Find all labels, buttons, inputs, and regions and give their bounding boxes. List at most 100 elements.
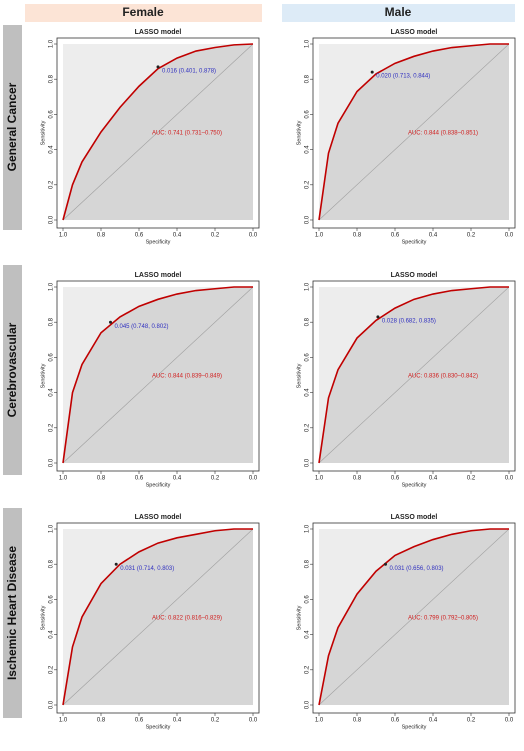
reference-diagonal: [62, 43, 254, 221]
y-tick-label: 0.0: [305, 458, 311, 467]
x-tick-label: 0.8: [353, 718, 362, 724]
y-tick-label: 1.0: [305, 524, 311, 533]
plot-frame: [312, 37, 516, 229]
y-axis-label: Sensitivity: [296, 605, 302, 630]
chart-title: LASSO model: [391, 272, 438, 279]
x-tick-label: 0.2: [211, 233, 220, 239]
row-header-box: [3, 25, 22, 230]
x-tick-label: 0.4: [429, 476, 438, 482]
x-tick-label: 0.6: [135, 476, 144, 482]
y-tick-label: 0.8: [305, 74, 311, 83]
y-tick-label: 0.0: [305, 215, 311, 224]
roc-curve: [318, 286, 509, 464]
x-tick-label: 0.2: [211, 476, 220, 482]
y-tick-label: 0.6: [49, 110, 55, 119]
threshold-label: 0.016 (0.401, 0.878): [162, 68, 216, 74]
y-tick-label: 1.0: [49, 39, 55, 48]
x-axis-label: Specificity: [402, 239, 427, 245]
x-tick-label: 0.0: [249, 718, 258, 724]
x-tick-label: 1.0: [315, 233, 324, 239]
threshold-label: 0.031 (0.656, 0.803): [390, 566, 444, 572]
threshold-point: [114, 562, 118, 566]
x-tick-label: 0.6: [135, 718, 144, 724]
y-tick-label: 0.4: [49, 145, 55, 154]
y-tick-label: 0.8: [49, 317, 55, 326]
x-axis-label: Specificity: [146, 724, 171, 730]
plot-frame: [56, 37, 260, 229]
row-header-box: [3, 265, 22, 475]
y-tick-label: 0.4: [49, 630, 55, 639]
y-tick-label: 1.0: [305, 39, 311, 48]
x-tick-label: 0.4: [173, 476, 182, 482]
x-tick-label: 1.0: [59, 718, 68, 724]
x-tick-label: 0.2: [467, 233, 476, 239]
auc-label: AUC: 0.741 (0.731–0.750): [152, 131, 222, 137]
x-axis-label: Specificity: [146, 239, 171, 245]
reference-diagonal: [62, 528, 254, 706]
roc-curve: [62, 528, 253, 706]
reference-diagonal: [318, 528, 510, 706]
x-axis-label: Specificity: [402, 724, 427, 730]
column-header: Male: [385, 5, 412, 19]
y-tick-label: 0.6: [305, 110, 311, 119]
x-tick-label: 0.2: [467, 718, 476, 724]
x-tick-label: 0.8: [353, 233, 362, 239]
threshold-point: [109, 320, 112, 324]
y-tick-label: 0.2: [49, 423, 55, 432]
y-tick-label: 0.6: [49, 595, 55, 604]
roc-panel: LASSO model 1.0 0.8 0.6 0.4 0.2 0.0 0.0 0.2 0.4 0.…: [296, 272, 516, 488]
chart-title: LASSO model: [391, 29, 438, 36]
y-axis-label: Sensitivity: [40, 363, 46, 388]
y-tick-label: 0.8: [305, 559, 311, 568]
y-tick-label: 1.0: [49, 524, 55, 533]
y-tick-label: 0.2: [305, 180, 311, 189]
y-tick-label: 0.2: [305, 665, 311, 674]
x-tick-label: 0.8: [353, 476, 362, 482]
y-tick-label: 0.4: [49, 388, 55, 397]
roc-panel: LASSO model 1.0 0.8 0.6 0.4 0.2 0.0 0.0 0.2 0.4 0.…: [40, 514, 260, 730]
threshold-point: [370, 70, 374, 74]
plot-frame: [56, 522, 260, 714]
x-tick-label: 0.8: [97, 233, 106, 239]
plot-frame: [312, 280, 516, 472]
x-tick-label: 0.4: [173, 233, 182, 239]
y-tick-label: 1.0: [305, 282, 311, 291]
y-tick-label: 0.0: [49, 458, 55, 467]
y-axis-label: Sensitivity: [296, 120, 302, 145]
x-tick-label: 0.4: [173, 718, 182, 724]
row-header: Ischemic Heart Disease: [5, 546, 19, 680]
reference-diagonal: [62, 286, 254, 464]
x-tick-label: 0.0: [505, 233, 514, 239]
y-tick-label: 0.2: [49, 665, 55, 674]
y-tick-label: 0.6: [49, 353, 55, 362]
auc-label: AUC: 0.822 (0.816–0.829): [152, 616, 222, 622]
x-tick-label: 0.0: [249, 476, 258, 482]
threshold-label: 0.031 (0.714, 0.803): [120, 566, 174, 572]
auc-label: AUC: 0.844 (0.839–0.849): [152, 374, 222, 380]
roc-panel: LASSO model 1.0 0.8 0.6 0.4 0.2 0.0 0.0 0.2 0.4 0.…: [40, 29, 260, 245]
roc-panel: LASSO model 1.0 0.8 0.6 0.4 0.2 0.0 0.0 0.2 0.4 0.…: [296, 29, 516, 245]
threshold-label: 0.045 (0.748, 0.802): [115, 324, 169, 330]
y-tick-label: 0.0: [305, 700, 311, 709]
y-axis-label: Sensitivity: [296, 363, 302, 388]
x-tick-label: 1.0: [59, 233, 68, 239]
y-tick-label: 0.2: [305, 423, 311, 432]
plot-frame: [312, 522, 516, 714]
y-tick-label: 0.0: [49, 215, 55, 224]
reference-diagonal: [318, 43, 510, 221]
y-tick-label: 0.2: [49, 180, 55, 189]
row-header: General Cancer: [5, 82, 19, 171]
chart-title: LASSO model: [135, 29, 182, 36]
y-tick-label: 0.4: [305, 388, 311, 397]
x-tick-label: 0.0: [505, 476, 514, 482]
threshold-point: [376, 315, 380, 319]
roc-curve: [62, 43, 254, 221]
x-tick-label: 0.0: [249, 233, 258, 239]
x-tick-label: 0.6: [391, 233, 400, 239]
x-axis-label: Specificity: [146, 482, 171, 488]
row-header: Cerebrovascular: [5, 322, 19, 417]
x-axis-label: Specificity: [402, 482, 427, 488]
x-tick-label: 1.0: [315, 718, 324, 724]
x-tick-label: 0.8: [97, 718, 106, 724]
